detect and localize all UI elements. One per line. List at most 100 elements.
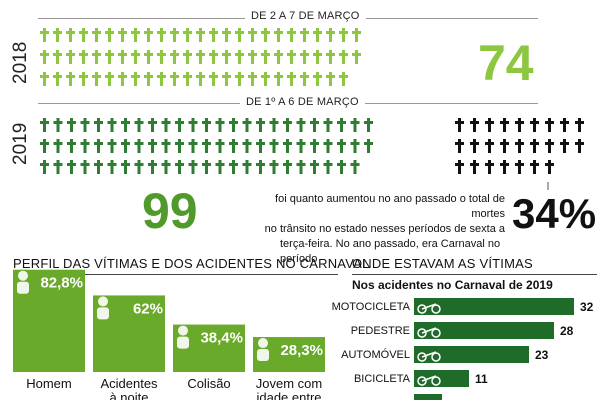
cross-2018 [144,50,153,64]
where-category-label: AUTOMÓVEL [341,348,410,361]
cross-2019 [94,160,103,174]
where-category-label: BICICLETA [354,373,411,385]
cross-2018 [144,28,153,42]
where-value-label: 23 [535,348,549,362]
cross-2019 [80,118,90,132]
cross-2019 [107,160,117,174]
cross-2019 [148,160,157,174]
cross-2018 [339,72,348,86]
cross-2019 [148,139,157,153]
cross-2019 [67,118,76,132]
where-category-label: MOTOCICLETA [332,301,411,313]
cross-2019 [188,160,198,174]
cross-2019 [134,118,144,132]
cross-2018 [209,72,218,86]
cross-2019 [242,118,252,132]
cross-2018 [209,28,218,42]
cross-2018 [40,50,49,64]
cross-2018 [66,28,75,42]
cross-2019 [175,160,184,174]
cross-2018 [157,72,166,86]
cross-2019 [94,118,103,132]
cross-2018 [53,28,62,42]
cross-2019 [175,118,184,132]
cross-2019 [40,118,49,132]
cross-2018 [300,72,309,86]
cross-2019 [40,139,49,153]
cross-2019 [121,160,130,174]
cross-2019-extra [515,160,524,174]
cross-2018 [144,72,153,86]
cross-2019 [323,160,333,174]
cross-2018 [300,50,309,64]
cross-2019-extra [545,160,554,174]
cross-2019 [310,118,319,132]
cross-2018 [157,28,166,42]
cross-2018 [196,50,205,64]
cross-2019 [283,160,292,174]
where-bar [414,394,442,400]
cross-2019-extra [560,139,569,153]
cross-2019 [296,118,306,132]
profile-category-label: à noite [109,390,148,400]
cross-2018 [326,28,335,42]
moon-icon [97,296,109,320]
cross-2018 [248,28,257,42]
cross-2018 [261,50,270,64]
cross-2018 [339,28,348,42]
cross-2019-extra [485,139,494,153]
cross-2019 [256,160,265,174]
cross-2018 [313,28,322,42]
cross-2019-extra [470,160,479,174]
cross-2019 [256,139,265,153]
motorcycle-icon [417,303,441,314]
cross-2018 [118,28,127,42]
cross-2019 [107,118,117,132]
cross-2019-extra [530,160,539,174]
profile-category-label: Acidentes [100,376,158,391]
cross-2019 [364,139,373,153]
cross-2018 [66,72,75,86]
cross-2018 [274,50,283,64]
cross-2018 [352,28,361,42]
profile-category-label: Colisão [187,376,230,391]
cross-2019 [80,160,90,174]
cross-2018 [92,50,101,64]
cross-2019 [350,139,360,153]
cross-2019 [121,139,130,153]
cross-2018 [196,72,205,86]
cross-2018 [105,50,114,64]
cross-2019-extra [485,160,494,174]
cross-2018 [274,28,283,42]
cross-2019-extra [560,118,569,132]
cross-2019 [350,118,360,132]
cross-2019 [215,118,225,132]
cross-2019-extra [500,160,509,174]
where-bar [414,298,574,315]
pedestrian-icon [417,327,441,338]
profile-category-label: Jovem com [256,376,322,391]
cross-2019 [296,160,306,174]
cross-2019 [229,160,238,174]
cross-2019-extra [455,139,464,153]
cross-2018 [261,72,270,86]
cross-2018 [40,72,49,86]
cross-2018 [248,50,257,64]
cross-2018 [157,50,166,64]
cross-2019-extra [545,139,554,153]
cross-2018 [300,28,309,42]
cross-2018 [248,72,257,86]
where-bar [414,322,554,339]
cross-2019 [269,160,279,174]
cross-2018 [235,72,244,86]
cross-2019 [67,160,76,174]
cross-2018 [235,50,244,64]
where-value-label: 28 [560,324,574,338]
cross-2018 [79,72,88,86]
collision-icon [177,325,189,349]
increase-caption: foi quanto aumentou no ano passado o tot… [250,192,505,267]
cross-2019 [242,160,252,174]
cross-2018 [66,50,75,64]
cross-2018 [183,72,192,86]
